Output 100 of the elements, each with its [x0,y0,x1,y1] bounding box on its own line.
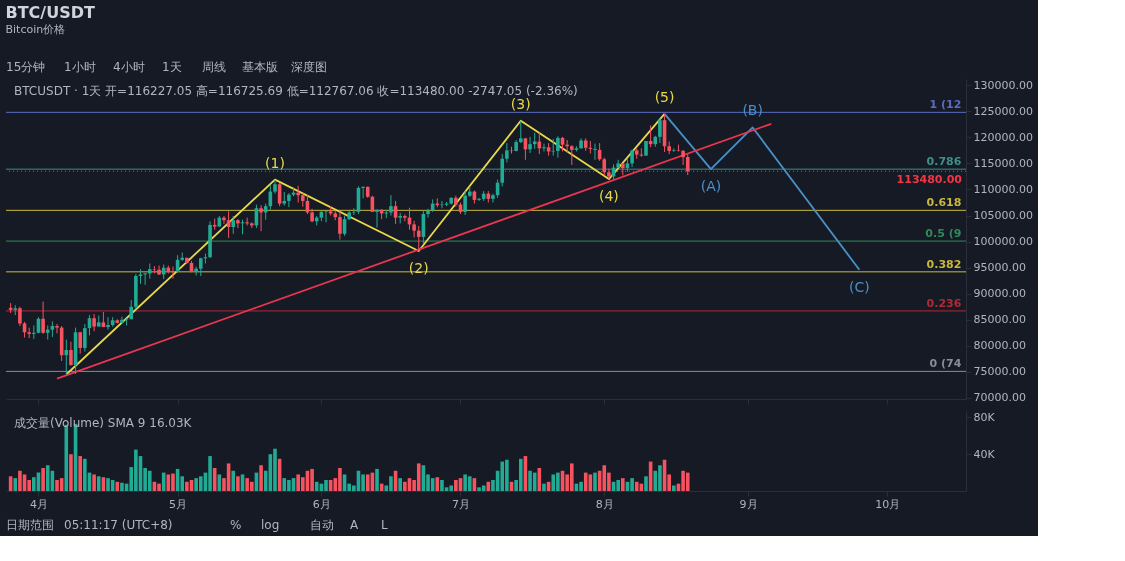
bar [361,474,365,491]
bar [120,482,124,491]
candlestick [83,323,87,353]
y-tick-label: 70000.00 [973,391,1026,405]
bar [41,468,45,491]
candlestick [92,313,96,332]
bar [398,478,402,491]
bar [282,478,287,491]
annotation: (A) [700,178,722,195]
candlestick [607,168,611,180]
candlestick [338,210,342,241]
bar [616,479,620,491]
x-tick-label: 10月 [875,497,901,511]
bar [477,487,481,491]
bar [273,448,277,491]
candlestick [518,120,523,144]
bar [324,479,328,491]
bar [375,468,379,491]
bar [259,465,263,491]
candlestick [389,194,393,217]
candlestick [375,208,379,229]
bar [630,478,634,491]
candlestick [500,153,505,187]
candlestick [143,272,147,286]
bar [528,470,532,491]
y-tick-label: 95000.00 [973,261,1026,275]
candlestick [41,301,45,335]
text: % [230,518,242,532]
bar [449,485,454,491]
bar [314,481,319,491]
bar [78,456,82,491]
candlestick [542,143,546,152]
annotation: 0.618 [926,196,962,210]
bar [644,476,648,491]
candlestick [259,204,263,232]
bar [602,465,607,491]
candlestick [570,144,574,166]
candlestick [69,341,73,367]
candlestick [287,192,291,208]
bar [634,481,639,491]
x-tick-label: 9月 [739,497,758,511]
candlestick [491,193,495,204]
bar [185,481,189,491]
text: 基本版 [242,60,278,74]
bar [481,485,486,491]
y-tick-label: 130000.00 [973,78,1033,92]
annotation: 0.236 [926,296,962,310]
x-tick-label: 5月 [169,497,188,511]
candlestick [324,210,328,223]
bar [542,483,546,491]
y-tick-label: 80000.00 [973,339,1026,353]
bar [55,479,59,491]
annotation: (C) [848,278,870,295]
bar [13,478,18,491]
text: A [350,518,359,532]
annotation: 0.786 [926,155,962,169]
candlestick [157,265,161,276]
bar [440,479,444,491]
text: 深度图 [291,60,327,74]
y-tick-label: 80K [973,410,996,424]
bar [106,478,110,491]
bar [685,472,690,491]
candlestick [236,218,240,229]
candlestick [681,149,685,166]
y-tick-label: 100000.00 [973,235,1033,249]
x-tick-label: 4月 [29,497,48,511]
y-tick-label: 75000.00 [973,365,1026,379]
annotation: (4) [598,188,619,205]
candlestick [658,117,662,144]
bar [147,470,152,491]
bar [416,463,421,491]
candlestick [55,323,59,334]
bar [672,485,676,491]
y-tick-label: 40K [973,447,996,461]
line-series [65,113,666,376]
bar [454,479,458,491]
chart-subtitle: Bitcoin价格 [5,23,66,36]
candlestick [528,136,532,154]
candlestick [416,225,421,252]
candlestick [64,339,69,375]
chart-title: BTC/USDT [5,3,95,22]
text: 15分钟 [6,60,46,74]
bar [593,472,597,491]
text: 日期范围 [6,518,54,532]
text: log [261,518,280,532]
x-tick-label: 8月 [595,497,614,511]
x-tick-label: 7月 [451,497,470,511]
text: 1小时 [64,60,96,74]
text: 周线 [202,60,226,74]
candlestick [685,153,690,176]
candlestick [106,316,110,331]
annotation: 1 (12 [929,98,962,112]
bar [403,481,407,491]
bar [621,478,625,491]
x-tick-label: 6月 [312,497,331,511]
annotation: 0.5 (9 [925,227,962,241]
annotation: (5) [654,88,675,105]
y-tick-label: 125000.00 [973,104,1033,118]
ref-line-label: 113480.00 [896,173,963,187]
annotation: (1) [265,154,285,171]
